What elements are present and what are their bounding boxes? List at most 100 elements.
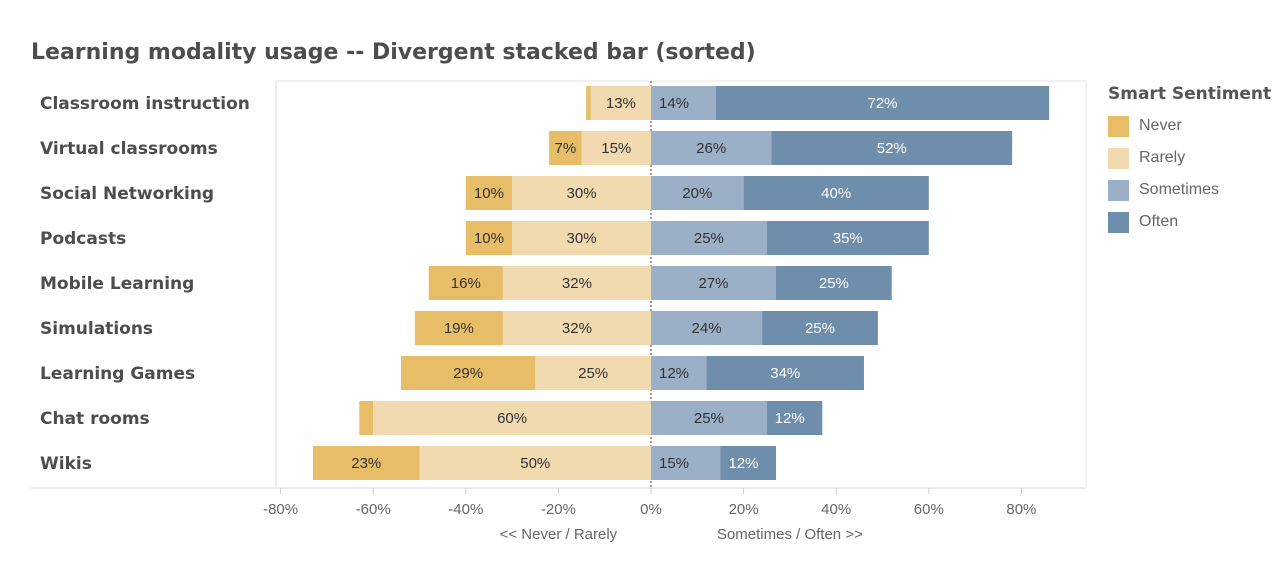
category-label: Podcasts [40,229,126,249]
bar-label: 25% [805,320,835,337]
bar-never [465,176,513,210]
x-tick-label: -40% [448,501,483,518]
x-tick-label: 0% [640,501,662,518]
bar-label: 13% [606,95,636,112]
bar-rarely [581,131,651,165]
bar-often [715,86,1050,120]
bar-label: 25% [694,230,724,247]
bar-sometimes [651,131,772,165]
bar-label: 24% [692,320,722,337]
category-label: Chat rooms [40,409,150,429]
legend-item-never: Never [1108,110,1271,142]
bar-label: 15% [659,455,689,472]
legend-items: Never Rarely Sometimes Often [1108,110,1271,238]
bar-rarely [502,266,651,300]
bar-label: 27% [698,275,728,292]
bar-never [465,221,513,255]
bar-often [762,311,878,345]
bar-never [313,446,420,480]
category-label: Social Networking [40,184,214,204]
bar-rarely [535,356,651,390]
category-label: Classroom instruction [40,94,250,114]
bar-never [400,356,536,390]
legend-swatch [1108,211,1129,233]
bar-label: 32% [562,320,592,337]
bar-sometimes [651,176,744,210]
bar-never [549,131,582,165]
bar-label: 60% [497,410,527,427]
bar-label: 25% [819,275,849,292]
x-tick-label: -60% [356,501,391,518]
bar-never [586,86,591,120]
legend-swatch [1108,179,1129,201]
bar-label: 23% [351,455,381,472]
x-tick-label: 60% [914,501,944,518]
bar-label: 7% [555,140,577,157]
bar-label: 12% [728,455,758,472]
bar-sometimes [651,311,763,345]
bar-labels: 13% 14% 72% 15% 7% 26% 52% 30% 10% 20% 40% 30% 10% 25… [351,95,907,472]
bar-rarely [502,311,651,345]
bar-label: 30% [567,185,597,202]
bar-label: 25% [694,410,724,427]
bar-label: 25% [578,365,608,382]
bar-label: 12% [775,410,805,427]
category-label: Learning Games [40,364,195,384]
category-label: Wikis [40,454,92,474]
legend-swatch [1108,147,1129,169]
bar-label: 72% [867,95,897,112]
legend-item-often: Often [1108,206,1271,238]
bar-label: 19% [444,320,474,337]
bar-label: 14% [659,95,689,112]
bar-sometimes [651,446,721,480]
bar-label: 32% [562,275,592,292]
bar-label: 15% [601,140,631,157]
bar-often [771,131,1013,165]
bar-label: 52% [877,140,907,157]
x-tick-label: 40% [821,501,851,518]
bar-label: 50% [520,455,550,472]
bar-sometimes [651,86,716,120]
bar-sometimes [651,356,707,390]
bar-never [428,266,503,300]
bar-rarely [512,176,651,210]
legend-item-rarely: Rarely [1108,142,1271,174]
bar-label: 34% [770,365,800,382]
bar-rarely [512,221,651,255]
bar-often [720,446,777,480]
bar-label: 35% [833,230,863,247]
legend-swatch [1108,115,1129,137]
category-label: Virtual classrooms [40,139,218,159]
bar-sometimes [651,266,777,300]
bar-label: 16% [451,275,481,292]
legend-item-sometimes: Sometimes [1108,174,1271,206]
bars [313,86,1050,480]
bar-often [766,401,823,435]
bar-label: 10% [474,230,504,247]
category-labels: Classroom instruction Virtual classrooms S… [40,94,250,474]
x-tick-label: -20% [541,501,576,518]
bar-often [706,356,864,390]
bar-label: 10% [474,185,504,202]
legend: Smart Sentiment Never Rarely Sometimes Ofte… [1108,84,1271,238]
bar-rarely [373,401,651,435]
legend-label: Sometimes [1139,181,1220,198]
bar-label: 29% [453,365,483,382]
bar-label: 20% [682,185,712,202]
x-axis-label-left: << Never / Rarely [500,526,618,543]
legend-label: Never [1139,117,1182,134]
x-axis-label-right: Sometimes / Often >> [717,526,863,543]
category-label: Mobile Learning [40,274,194,294]
x-tick-label: 80% [1006,501,1036,518]
x-tick-label: -80% [263,501,298,518]
legend-label: Rarely [1139,149,1186,166]
bar-label: 40% [821,185,851,202]
bar-label: 30% [567,230,597,247]
bar-label: 26% [696,140,726,157]
bar-sometimes [651,401,767,435]
legend-title: Smart Sentiment [1108,84,1272,104]
legend-label: Often [1139,213,1179,230]
bar-often [743,176,929,210]
bar-never [359,401,374,435]
